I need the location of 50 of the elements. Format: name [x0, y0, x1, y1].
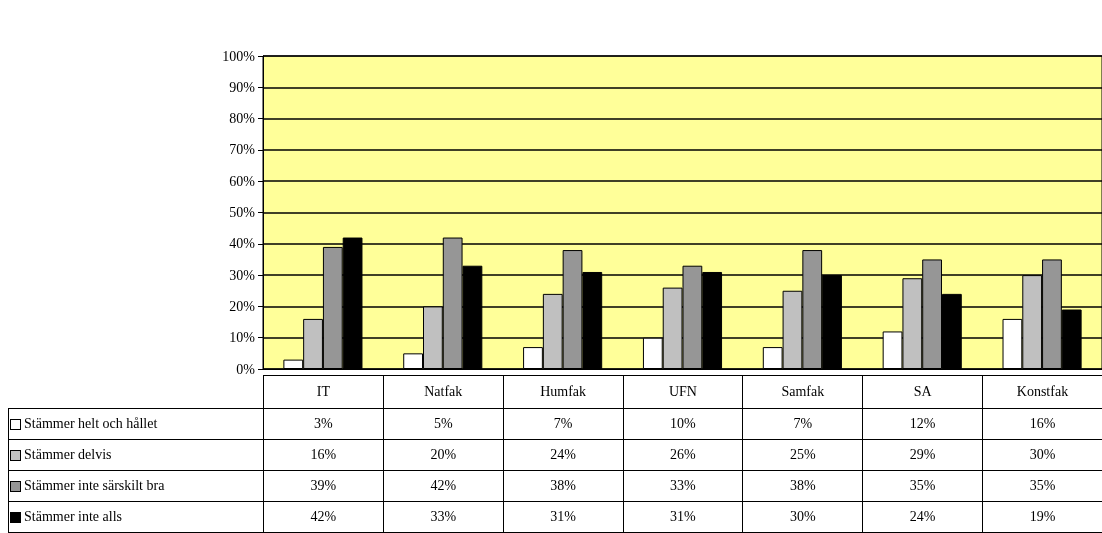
y-tick-label: 10% [229, 330, 256, 346]
data-label: 7% [503, 408, 624, 440]
data-label: 35% [862, 470, 983, 502]
x-tick-label: Humfak [503, 375, 624, 409]
data-label: 19% [982, 501, 1102, 533]
data-label: 38% [742, 470, 863, 502]
data-label: 3% [263, 408, 384, 440]
legend-label: Stämmer inte alls [8, 501, 264, 533]
y-tick-label: 80% [229, 111, 256, 127]
data-label: 33% [383, 501, 504, 533]
y-tick-label: 0% [236, 361, 256, 377]
y-tick-label: 50% [229, 205, 256, 220]
data-label: 12% [862, 408, 983, 440]
data-label: 31% [503, 501, 624, 533]
x-tick-label: UFN [623, 375, 743, 409]
data-label: 24% [862, 501, 983, 533]
data-label: 16% [982, 408, 1102, 440]
x-tick-label: Natfak [383, 375, 504, 409]
data-label: 35% [982, 470, 1102, 502]
x-tick-label: Konstfak [982, 375, 1102, 409]
data-label: 7% [742, 408, 863, 440]
y-tick-label: 100% [222, 48, 256, 64]
data-label: 30% [982, 439, 1102, 471]
legend-label: Stämmer delvis [8, 439, 264, 471]
x-tick-label: Samfak [742, 375, 863, 409]
data-label: 42% [383, 470, 504, 502]
data-label: 42% [263, 501, 384, 533]
data-label: 30% [742, 501, 863, 533]
data-label: 26% [623, 439, 743, 471]
y-tick-label: 90% [229, 79, 256, 95]
data-label: 16% [263, 439, 384, 471]
data-label: 33% [623, 470, 743, 502]
y-tick-label: 70% [229, 142, 256, 158]
data-label: 10% [623, 408, 743, 440]
y-tick-label: 60% [229, 173, 256, 189]
x-tick-label: IT [263, 375, 384, 409]
data-label: 20% [383, 439, 504, 471]
data-label: 24% [503, 439, 624, 471]
data-label: 5% [383, 408, 504, 440]
data-label: 29% [862, 439, 983, 471]
legend-label: Stämmer helt och hållet [8, 408, 264, 440]
data-label: 38% [503, 470, 624, 502]
y-tick-label: 30% [229, 267, 256, 283]
data-label: 39% [263, 470, 384, 502]
y-tick-label: 40% [229, 236, 256, 252]
legend-label: Stämmer inte särskilt bra [8, 470, 264, 502]
data-label: 25% [742, 439, 863, 471]
data-label: 31% [623, 501, 743, 533]
x-tick-label: SA [862, 375, 983, 409]
y-tick-label: 20% [229, 298, 256, 314]
